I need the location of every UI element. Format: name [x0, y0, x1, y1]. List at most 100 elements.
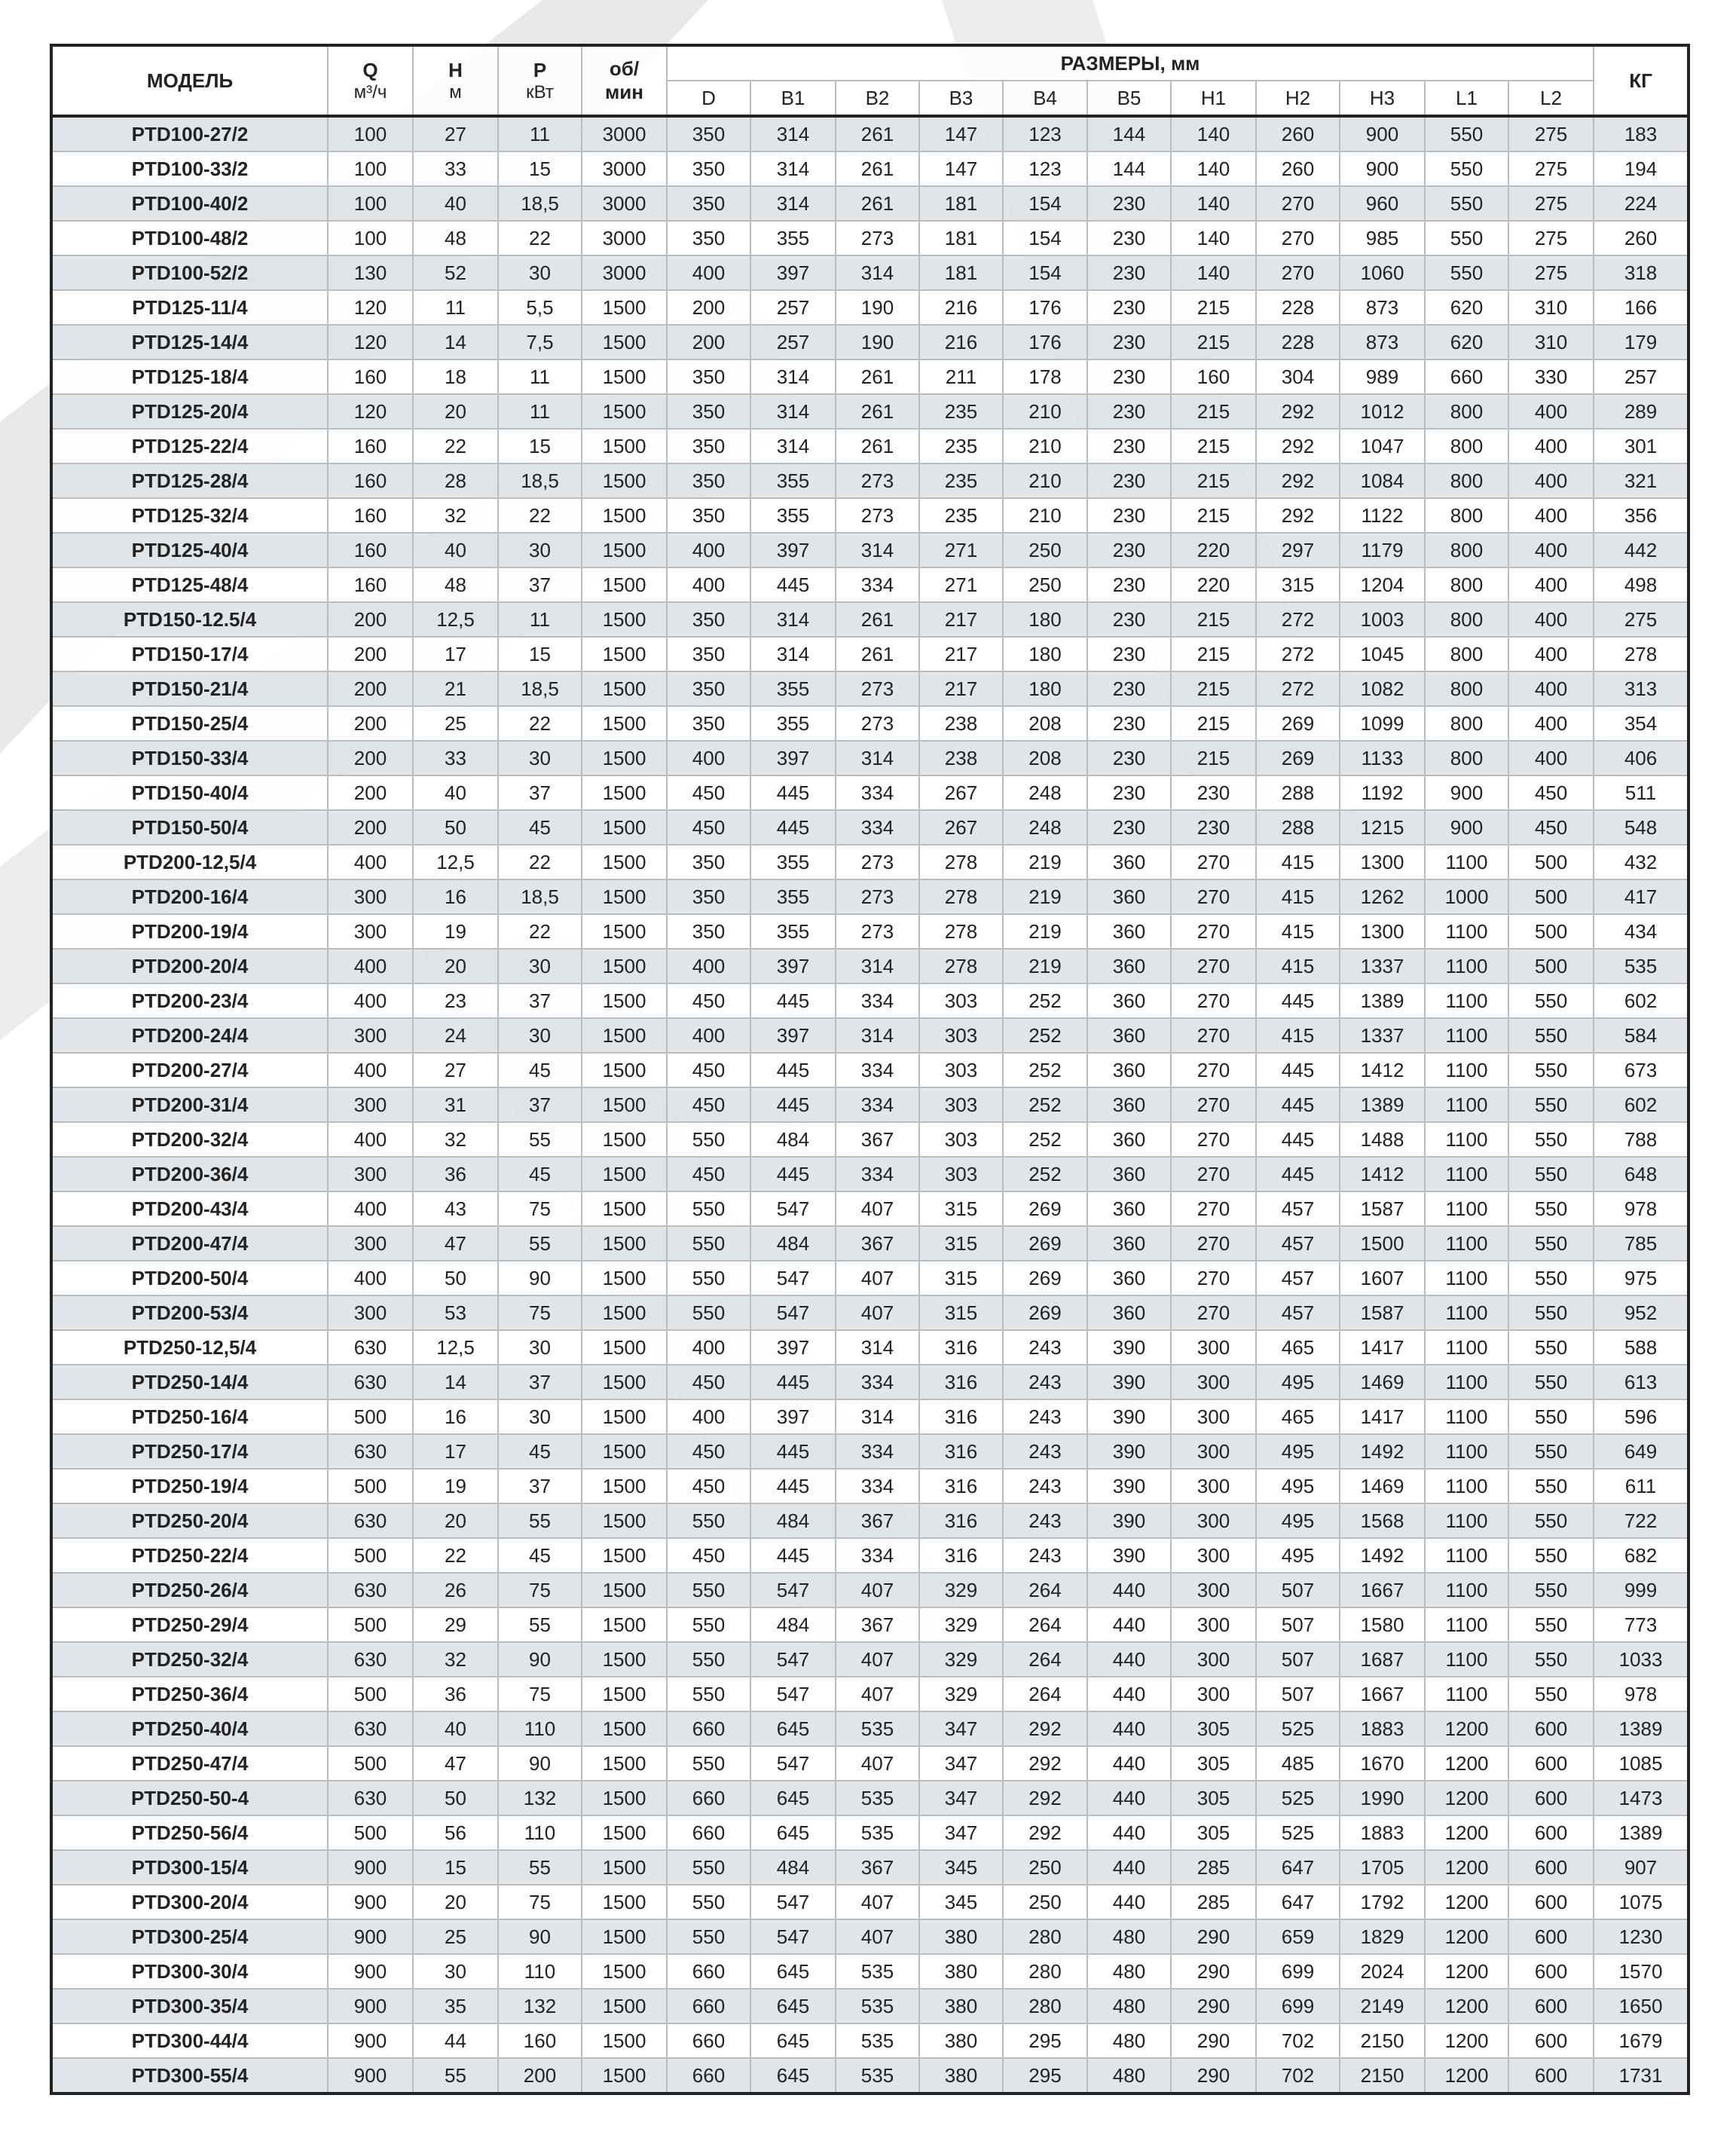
- value-cell: 1500: [581, 1676, 668, 1712]
- value-cell: 407: [835, 1884, 920, 1920]
- value-cell: 360: [1087, 844, 1172, 880]
- header-q-label: Q: [362, 58, 378, 81]
- value-cell: 183: [1593, 115, 1691, 152]
- value-cell: 440: [1087, 1745, 1172, 1782]
- value-cell: 550: [666, 1884, 751, 1920]
- value-cell: 900: [327, 1953, 414, 1989]
- value-cell: 321: [1593, 463, 1691, 499]
- value-cell: 400: [1507, 671, 1595, 707]
- value-cell: 2150: [1339, 2023, 1426, 2059]
- model-cell: PTD150-40/4: [50, 775, 329, 811]
- value-cell: 215: [1170, 601, 1257, 638]
- value-cell: 303: [918, 1052, 1004, 1088]
- header-dim-b5: B5: [1087, 80, 1172, 118]
- value-cell: 500: [327, 1399, 414, 1435]
- value-cell: 1337: [1339, 948, 1426, 984]
- value-cell: 450: [666, 809, 751, 846]
- value-cell: 1500: [581, 393, 668, 430]
- value-cell: 450: [666, 1537, 751, 1574]
- value-cell: 270: [1170, 1260, 1257, 1296]
- value-cell: 230: [1087, 324, 1172, 360]
- value-cell: 269: [1255, 740, 1340, 776]
- value-cell: 547: [750, 1641, 836, 1678]
- value-cell: 380: [918, 1988, 1004, 2024]
- value-cell: 550: [1507, 1156, 1595, 1192]
- value-cell: 1500: [581, 1295, 668, 1331]
- value-cell: 1500: [581, 1953, 668, 1989]
- value-cell: 380: [918, 2057, 1004, 2095]
- model-cell: PTD300-30/4: [50, 1953, 329, 1989]
- value-cell: 1500: [581, 1121, 668, 1158]
- value-cell: 261: [835, 151, 920, 187]
- value-cell: 290: [1170, 2057, 1257, 2095]
- value-cell: 300: [327, 1156, 414, 1192]
- value-cell: 525: [1255, 1780, 1340, 1816]
- value-cell: 270: [1170, 1156, 1257, 1192]
- value-cell: 1047: [1339, 428, 1426, 464]
- value-cell: 250: [1002, 532, 1088, 568]
- value-cell: 270: [1170, 983, 1257, 1019]
- value-cell: 445: [750, 567, 836, 603]
- value-cell: 30: [497, 740, 582, 776]
- value-cell: 1300: [1339, 913, 1426, 950]
- value-cell: 457: [1255, 1225, 1340, 1262]
- value-cell: 110: [497, 1815, 582, 1851]
- model-cell: PTD200-47/4: [50, 1225, 329, 1262]
- value-cell: 12,5: [412, 1329, 499, 1366]
- value-cell: 316: [918, 1399, 1004, 1435]
- value-cell: 397: [750, 948, 836, 984]
- model-cell: PTD300-44/4: [50, 2023, 329, 2059]
- value-cell: 75: [497, 1191, 582, 1227]
- value-cell: 31: [412, 1087, 499, 1123]
- value-cell: 550: [666, 1503, 751, 1539]
- table-row: PTD150-50/4 200 50 45 1500 450 445 334 267 248 230…: [50, 809, 1691, 846]
- value-cell: 264: [1002, 1641, 1088, 1678]
- value-cell: 457: [1255, 1191, 1340, 1227]
- value-cell: 547: [750, 1676, 836, 1712]
- value-cell: 649: [1593, 1433, 1691, 1470]
- value-cell: 278: [918, 948, 1004, 984]
- model-cell: PTD125-32/4: [50, 497, 329, 534]
- value-cell: 1412: [1339, 1052, 1426, 1088]
- model-cell: PTD250-56/4: [50, 1815, 329, 1851]
- value-cell: 230: [1170, 809, 1257, 846]
- value-cell: 1500: [581, 289, 668, 326]
- value-cell: 1500: [581, 1468, 668, 1504]
- value-cell: 219: [1002, 948, 1088, 984]
- value-cell: 230: [1170, 775, 1257, 811]
- value-cell: 400: [1507, 497, 1595, 534]
- value-cell: 176: [1002, 289, 1088, 326]
- value-cell: 445: [750, 1156, 836, 1192]
- value-cell: 273: [835, 913, 920, 950]
- value-cell: 600: [1507, 2057, 1595, 2095]
- value-cell: 547: [750, 1745, 836, 1782]
- value-cell: 100: [327, 185, 414, 222]
- value-cell: 15: [497, 151, 582, 187]
- value-cell: 1500: [581, 740, 668, 776]
- value-cell: 180: [1002, 671, 1088, 707]
- value-cell: 397: [750, 1329, 836, 1366]
- value-cell: 500: [1507, 948, 1595, 984]
- value-cell: 220: [1170, 567, 1257, 603]
- value-cell: 27: [412, 1052, 499, 1088]
- value-cell: 154: [1002, 220, 1088, 256]
- value-cell: 261: [835, 185, 920, 222]
- value-cell: 44: [412, 2023, 499, 2059]
- value-cell: 1033: [1593, 1641, 1691, 1678]
- value-cell: 347: [918, 1711, 1004, 1747]
- value-cell: 600: [1507, 1780, 1595, 1816]
- table-row: PTD200-50/4 400 50 90 1500 550 547 407 315 269 360…: [50, 1260, 1691, 1296]
- value-cell: 18: [412, 359, 499, 395]
- value-cell: 181: [918, 255, 1004, 291]
- model-cell: PTD200-19/4: [50, 913, 329, 950]
- value-cell: 301: [1593, 428, 1691, 464]
- value-cell: 334: [835, 1537, 920, 1574]
- table-row: PTD125-48/4 160 48 37 1500 400 445 334 271 250 230…: [50, 567, 1691, 603]
- value-cell: 257: [750, 324, 836, 360]
- value-cell: 400: [327, 983, 414, 1019]
- value-cell: 1469: [1339, 1364, 1426, 1400]
- value-cell: 407: [835, 1572, 920, 1608]
- value-cell: 1500: [581, 1329, 668, 1366]
- value-cell: 498: [1593, 567, 1691, 603]
- value-cell: 1100: [1424, 983, 1509, 1019]
